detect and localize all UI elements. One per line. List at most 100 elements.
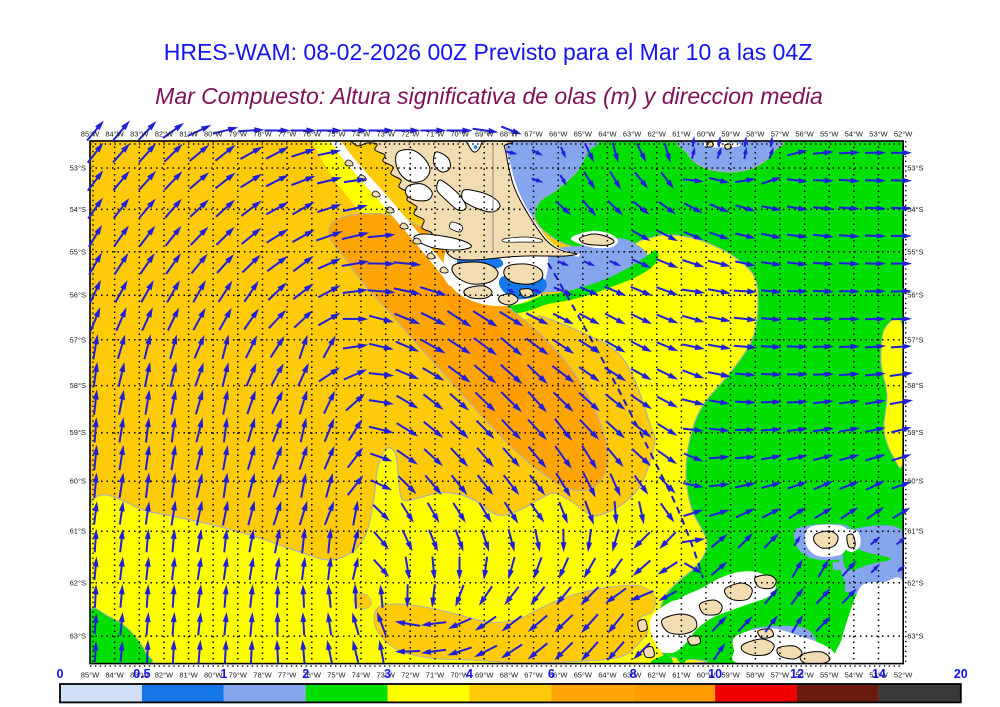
svg-text:20: 20 [954, 667, 968, 681]
svg-text:53°S: 53°S [907, 164, 923, 173]
svg-text:0: 0 [57, 667, 64, 681]
svg-text:57°W: 57°W [771, 130, 790, 139]
svg-text:3: 3 [384, 667, 391, 681]
svg-text:82°W: 82°W [155, 130, 174, 139]
svg-text:61°W: 61°W [672, 671, 691, 680]
svg-text:62°S: 62°S [907, 578, 923, 587]
svg-text:53°W: 53°W [869, 130, 888, 139]
svg-text:75°W: 75°W [327, 130, 346, 139]
svg-text:0.5: 0.5 [133, 667, 150, 681]
svg-text:60°S: 60°S [70, 477, 86, 486]
svg-text:66°W: 66°W [549, 130, 568, 139]
svg-text:12: 12 [790, 667, 804, 681]
svg-text:52°W: 52°W [894, 130, 913, 139]
svg-text:Mar Compuesto: Altura signific: Mar Compuesto: Altura significativa de o… [155, 83, 823, 109]
svg-text:84°W: 84°W [105, 130, 124, 139]
svg-text:68°W: 68°W [500, 130, 519, 139]
svg-text:69°W: 69°W [475, 130, 494, 139]
svg-text:59°S: 59°S [70, 428, 86, 437]
svg-text:61°S: 61°S [70, 527, 86, 536]
svg-text:76°W: 76°W [303, 671, 322, 680]
svg-text:73°W: 73°W [376, 130, 395, 139]
svg-text:62°W: 62°W [647, 671, 666, 680]
svg-text:67°W: 67°W [524, 671, 543, 680]
svg-text:61°W: 61°W [672, 130, 691, 139]
svg-text:78°W: 78°W [253, 130, 272, 139]
svg-text:6: 6 [548, 667, 555, 681]
svg-text:58°W: 58°W [746, 130, 765, 139]
svg-text:70°W: 70°W [450, 671, 469, 680]
svg-text:57°S: 57°S [907, 335, 923, 344]
svg-text:79°W: 79°W [229, 671, 248, 680]
svg-text:80°W: 80°W [204, 671, 223, 680]
svg-text:62°W: 62°W [647, 130, 666, 139]
svg-text:73°W: 73°W [376, 671, 395, 680]
svg-text:58°S: 58°S [907, 381, 923, 390]
svg-text:75°W: 75°W [327, 671, 346, 680]
svg-text:84°W: 84°W [105, 671, 124, 680]
svg-text:62°S: 62°S [70, 578, 86, 587]
svg-text:85°W: 85°W [81, 130, 100, 139]
svg-text:4: 4 [466, 667, 473, 681]
svg-text:63°S: 63°S [907, 632, 923, 641]
svg-text:10: 10 [708, 667, 722, 681]
svg-text:71°W: 71°W [426, 130, 445, 139]
svg-text:57°S: 57°S [70, 335, 86, 344]
svg-text:60°W: 60°W [697, 671, 716, 680]
svg-text:54°W: 54°W [845, 671, 864, 680]
svg-text:63°W: 63°W [623, 671, 642, 680]
svg-text:56°W: 56°W [795, 130, 814, 139]
svg-text:54°S: 54°S [70, 205, 86, 214]
svg-text:65°W: 65°W [574, 671, 593, 680]
svg-text:67°W: 67°W [524, 130, 543, 139]
svg-text:71°W: 71°W [426, 671, 445, 680]
svg-text:59°S: 59°S [907, 428, 923, 437]
svg-text:65°W: 65°W [574, 130, 593, 139]
svg-text:80°W: 80°W [204, 130, 223, 139]
svg-text:76°W: 76°W [303, 130, 322, 139]
svg-text:58°W: 58°W [746, 671, 765, 680]
svg-text:53°S: 53°S [70, 164, 86, 173]
svg-text:55°S: 55°S [70, 247, 86, 256]
svg-text:55°W: 55°W [820, 671, 839, 680]
svg-text:2: 2 [302, 667, 309, 681]
svg-text:82°W: 82°W [155, 671, 174, 680]
svg-text:53°W: 53°W [869, 671, 888, 680]
svg-text:64°W: 64°W [598, 130, 617, 139]
svg-text:74°W: 74°W [352, 130, 371, 139]
svg-text:59°W: 59°W [721, 671, 740, 680]
svg-text:56°S: 56°S [70, 291, 86, 300]
svg-text:59°W: 59°W [721, 130, 740, 139]
svg-text:83°W: 83°W [130, 671, 149, 680]
svg-text:1: 1 [220, 667, 227, 681]
svg-text:55°W: 55°W [820, 130, 839, 139]
svg-text:79°W: 79°W [229, 130, 248, 139]
svg-text:78°W: 78°W [253, 671, 272, 680]
svg-text:77°W: 77°W [278, 671, 297, 680]
svg-text:81°W: 81°W [179, 130, 198, 139]
svg-text:55°S: 55°S [907, 247, 923, 256]
svg-text:72°W: 72°W [401, 671, 420, 680]
svg-text:68°W: 68°W [500, 671, 519, 680]
svg-text:60°S: 60°S [907, 477, 923, 486]
svg-text:66°W: 66°W [549, 671, 568, 680]
svg-text:14: 14 [872, 667, 886, 681]
svg-text:85°W: 85°W [81, 671, 100, 680]
svg-text:63°W: 63°W [623, 130, 642, 139]
svg-text:72°W: 72°W [401, 130, 420, 139]
svg-text:81°W: 81°W [179, 671, 198, 680]
svg-text:60°W: 60°W [697, 130, 716, 139]
svg-text:52°W: 52°W [894, 671, 913, 680]
svg-text:61°S: 61°S [907, 527, 923, 536]
svg-text:HRES-WAM: 08-02-2026 00Z Previ: HRES-WAM: 08-02-2026 00Z Previsto para e… [164, 39, 813, 65]
svg-text:63°S: 63°S [70, 632, 86, 641]
svg-text:56°W: 56°W [795, 671, 814, 680]
svg-text:57°W: 57°W [771, 671, 790, 680]
svg-text:74°W: 74°W [352, 671, 371, 680]
svg-text:77°W: 77°W [278, 130, 297, 139]
svg-text:64°W: 64°W [598, 671, 617, 680]
svg-text:54°S: 54°S [907, 205, 923, 214]
svg-text:83°W: 83°W [130, 130, 149, 139]
svg-text:8: 8 [630, 667, 637, 681]
svg-text:54°W: 54°W [845, 130, 864, 139]
